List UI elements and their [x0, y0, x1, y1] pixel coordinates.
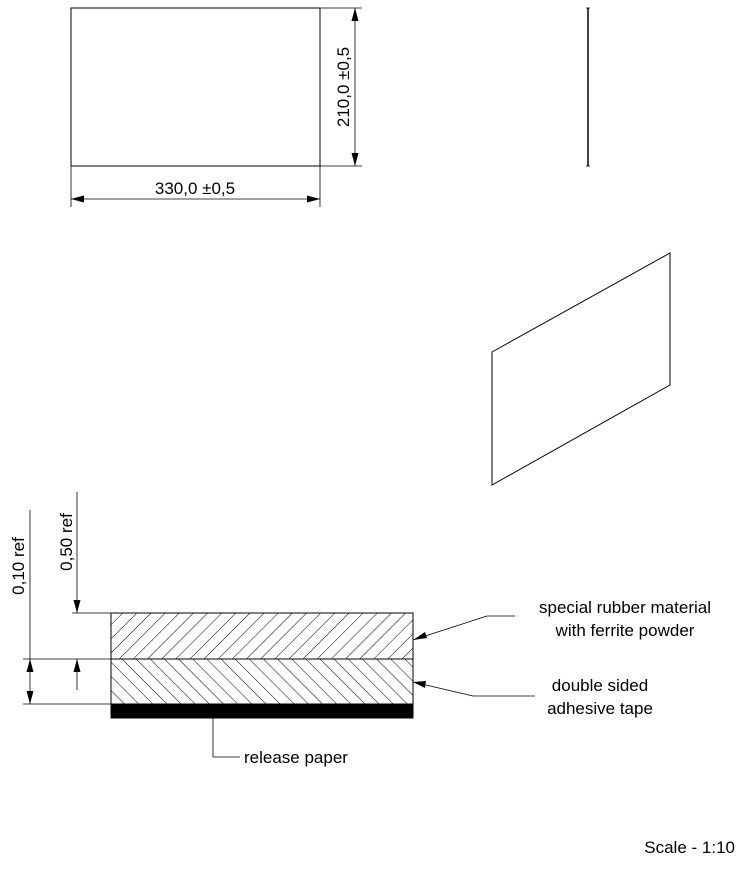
height-dimension-label: 210,0 ±0,5	[334, 47, 353, 127]
release-label: release paper	[244, 748, 348, 767]
front-view	[70, 7, 321, 167]
layer-tape-label: 0,10 ref	[9, 537, 28, 595]
height-arrow-bottom	[351, 153, 359, 166]
release-callout: release paper	[212, 718, 348, 767]
layer-section	[110, 612, 414, 719]
width-arrow-right	[307, 195, 320, 203]
tape-callout: double sided adhesive tape	[412, 676, 653, 718]
front-view-outline	[70, 7, 321, 167]
width-dimension-label: 330,0 ±0,5	[155, 179, 235, 198]
layer-tape-dimension: 0,10 ref	[9, 510, 111, 705]
side-view	[586, 7, 590, 167]
adhesive-tape-layer	[110, 658, 414, 705]
layer-tape-arrow-bottom	[26, 691, 34, 704]
release-paper-layer	[110, 703, 414, 719]
rubber-layer	[110, 612, 414, 660]
rubber-label-line2: with ferrite powder	[555, 621, 695, 640]
layer-tape-arrow-top	[26, 659, 34, 672]
height-dimension: 210,0 ±0,5	[320, 7, 362, 167]
width-arrow-left	[71, 195, 84, 203]
width-dimension: 330,0 ±0,5	[70, 166, 321, 207]
isometric-view	[491, 252, 671, 486]
tape-leader-arrow	[413, 681, 426, 688]
rubber-leader-arrow	[413, 632, 427, 640]
rubber-label-line1: special rubber material	[539, 598, 711, 617]
layer-total-arrow-bottom	[73, 659, 81, 672]
layer-total-dimension: 0,50 ref	[57, 492, 111, 690]
layer-total-label: 0,50 ref	[57, 513, 76, 571]
isometric-outline	[491, 252, 671, 486]
tape-label-line2: adhesive tape	[547, 699, 653, 718]
scale-note: Scale - 1:10	[644, 838, 735, 857]
tape-label-line1: double sided	[552, 676, 648, 695]
height-arrow-top	[351, 8, 359, 21]
layer-total-arrow-top	[73, 600, 81, 613]
rubber-callout: special rubber material with ferrite pow…	[412, 598, 711, 641]
